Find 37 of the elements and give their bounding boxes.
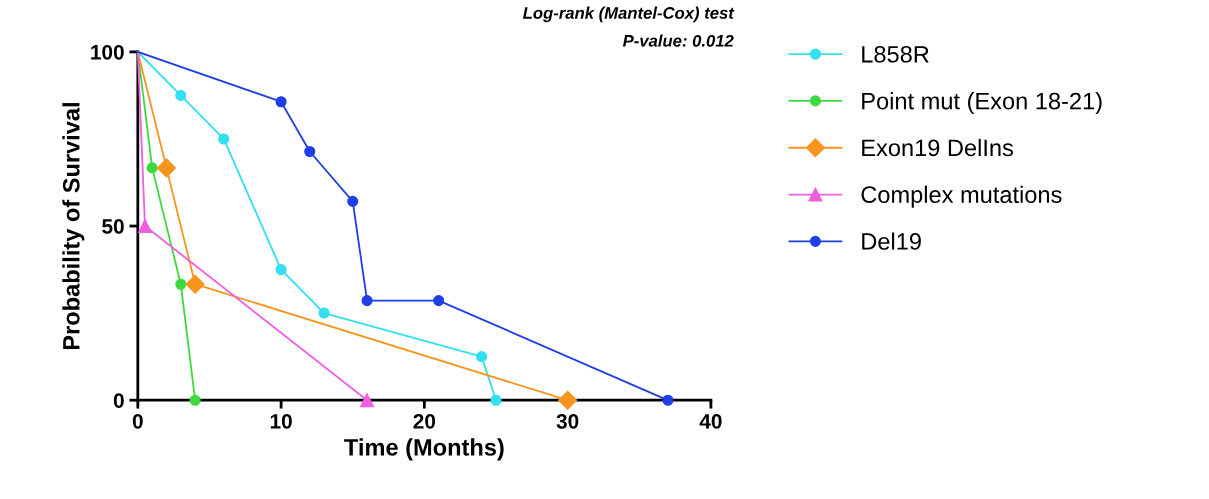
legend-label: Exon19 DelIns bbox=[862, 138, 1013, 157]
point bbox=[138, 219, 152, 233]
point bbox=[558, 390, 578, 410]
x-axis-title: Time (Months) bbox=[344, 438, 504, 461]
point bbox=[304, 145, 316, 158]
x-tick-label: 0 bbox=[132, 413, 143, 429]
point bbox=[361, 295, 373, 307]
point bbox=[146, 162, 158, 174]
text: Log-rank (Mantel-Cox) test bbox=[523, 6, 735, 23]
point bbox=[275, 96, 287, 108]
x-tick-label: 10 bbox=[270, 413, 292, 429]
x-tick-label: 20 bbox=[413, 413, 436, 429]
y-tick-label: 100 bbox=[91, 44, 124, 60]
legend-label: Del19 bbox=[862, 232, 921, 250]
point bbox=[175, 89, 187, 101]
point bbox=[189, 394, 201, 406]
legend-label: Complex mutations bbox=[861, 185, 1062, 208]
x-tick-label: 40 bbox=[699, 413, 722, 429]
legend-label: L858R bbox=[862, 45, 929, 63]
point bbox=[275, 264, 287, 276]
point bbox=[318, 307, 330, 319]
x-tick-label: 30 bbox=[556, 413, 579, 429]
point bbox=[185, 274, 205, 294]
y-axis-title: Probability of Survival bbox=[62, 103, 85, 350]
point bbox=[476, 351, 488, 363]
legend-label: Point mut (Exon 18-21) bbox=[862, 92, 1102, 115]
text: P-value: 0.012 bbox=[622, 34, 734, 47]
y-tick-label: 0 bbox=[113, 393, 124, 408]
point bbox=[175, 278, 187, 290]
point bbox=[433, 295, 445, 307]
point bbox=[360, 393, 374, 408]
point bbox=[218, 133, 230, 145]
point bbox=[662, 394, 674, 406]
point bbox=[490, 394, 502, 406]
y-tick-label: 50 bbox=[102, 219, 124, 234]
point bbox=[347, 195, 359, 207]
point bbox=[156, 158, 177, 178]
